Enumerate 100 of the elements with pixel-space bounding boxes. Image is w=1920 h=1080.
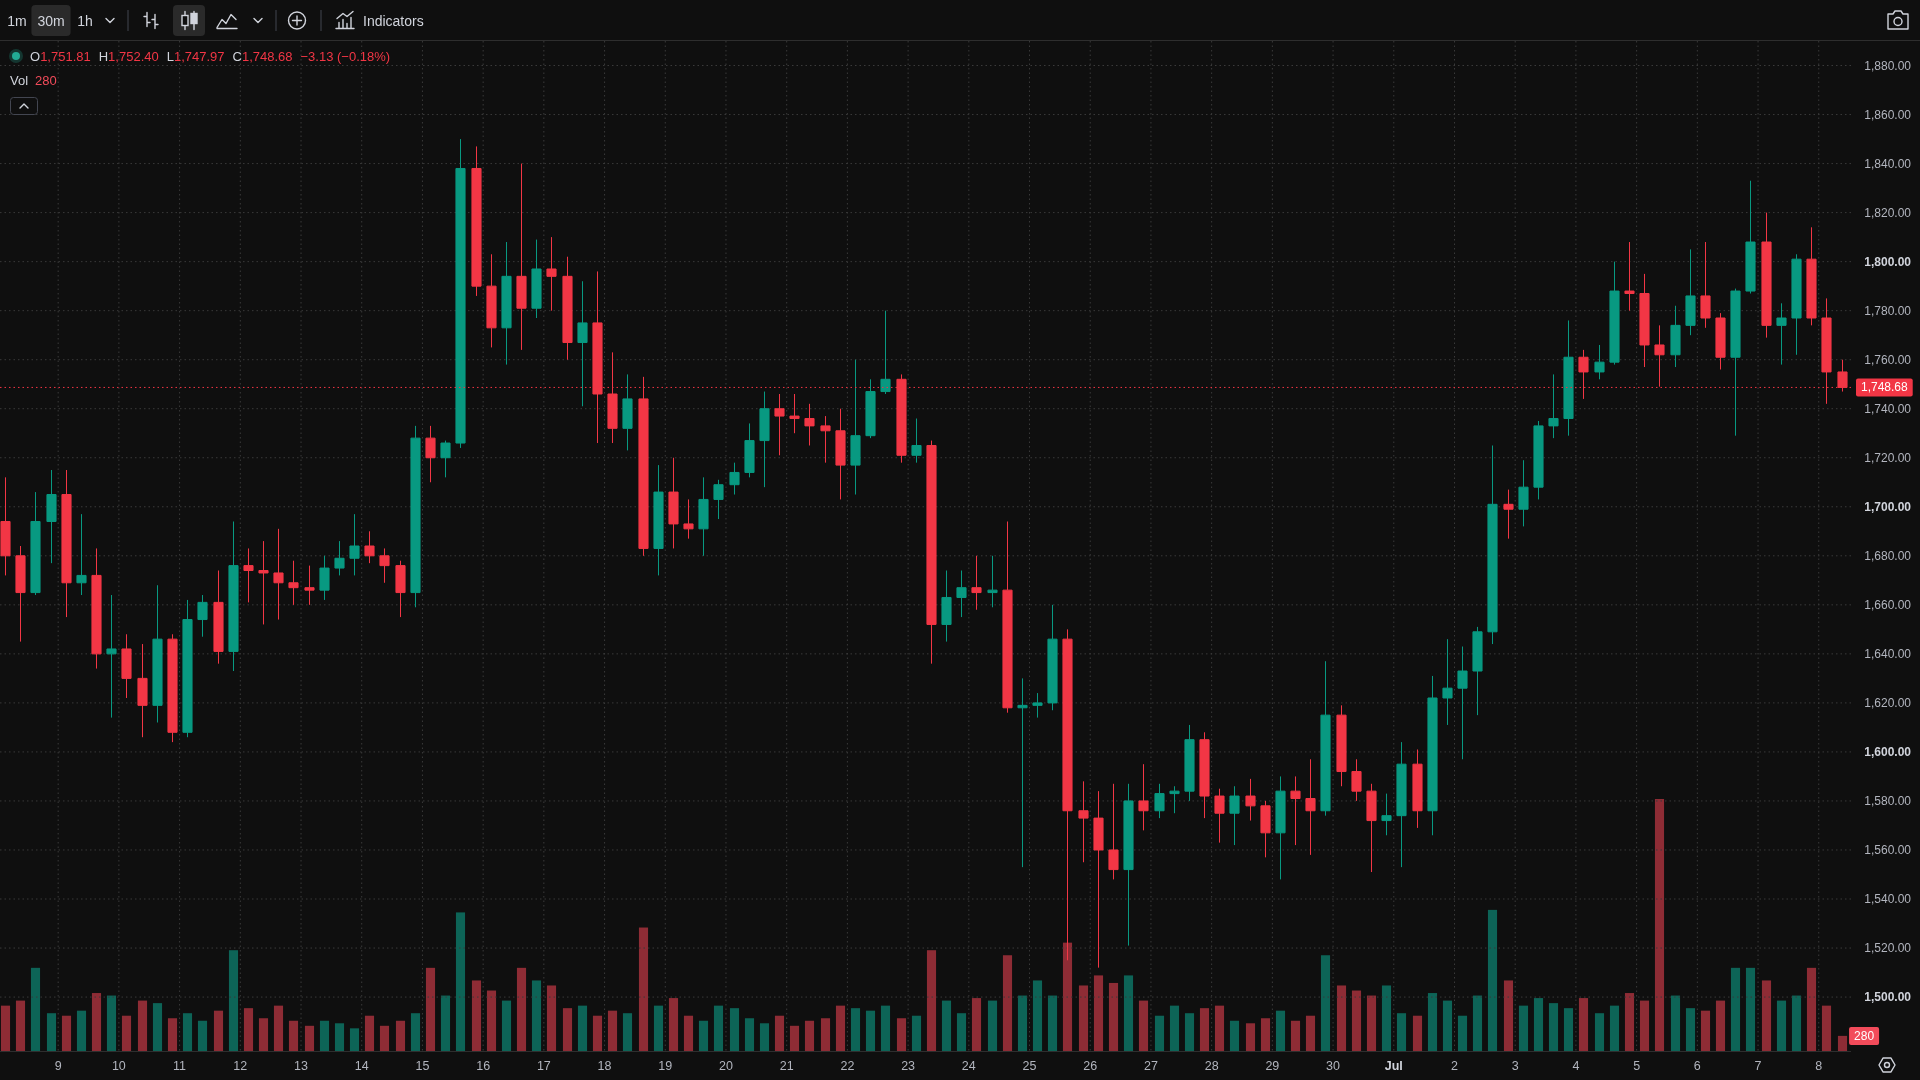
candlestick — [1351, 758, 1362, 802]
candlestick — [319, 555, 330, 601]
x-tick-label: 14 — [354, 1059, 369, 1073]
bar — [1518, 1005, 1529, 1051]
x-tick-label: 8 — [1815, 1059, 1823, 1073]
annotation: 280 — [35, 72, 57, 88]
bar — [1442, 1000, 1453, 1051]
bar — [820, 1018, 831, 1051]
bar — [1336, 985, 1347, 1051]
y-tick-label: 1,720.00 — [1864, 450, 1912, 465]
bar — [1594, 1013, 1605, 1051]
y-tick-label: 1,540.00 — [1864, 892, 1912, 907]
bar — [865, 1010, 876, 1051]
bar — [1457, 1015, 1468, 1051]
x-tick-label: 10 — [111, 1059, 126, 1073]
candlestick — [1214, 788, 1225, 844]
candlestick — [744, 422, 755, 478]
bar — [137, 1000, 148, 1051]
bar — [410, 1013, 421, 1051]
candlestick — [61, 469, 72, 618]
bar — [152, 1003, 163, 1051]
candlestick — [152, 584, 163, 723]
bar — [1685, 1008, 1696, 1051]
y-tick-label: 1,640.00 — [1864, 646, 1912, 661]
candlestick — [1366, 783, 1377, 873]
bar — [46, 1013, 57, 1051]
bar — [1290, 1020, 1301, 1051]
candlestick — [926, 440, 937, 665]
candlestick — [774, 393, 785, 456]
bar — [1214, 1005, 1225, 1051]
candlestick — [1503, 489, 1514, 540]
bar — [471, 980, 482, 1051]
candlestick — [865, 378, 876, 439]
candlestick — [987, 555, 998, 608]
candlestick — [820, 415, 831, 464]
bar — [1154, 1015, 1165, 1051]
bar — [1472, 995, 1483, 1051]
y-tick-label: 1,780.00 — [1864, 303, 1912, 318]
candlestick — [167, 633, 178, 743]
x-tick-label: 27 — [1143, 1059, 1158, 1073]
bar — [182, 1013, 193, 1051]
x-tick-label: 6 — [1693, 1059, 1701, 1073]
candlestick — [698, 476, 709, 557]
bar — [1032, 980, 1043, 1051]
y-tick-label: 1,760.00 — [1864, 352, 1912, 367]
candlestick — [804, 403, 815, 446]
bar — [607, 1010, 618, 1051]
bar — [1093, 975, 1104, 1051]
bar — [1503, 980, 1514, 1051]
bar — [213, 1010, 224, 1051]
candlestick — [1472, 626, 1483, 716]
bar — [1396, 1013, 1407, 1051]
bar — [1169, 1005, 1180, 1051]
candlestick — [971, 555, 982, 611]
candlestick — [880, 310, 891, 395]
bar — [1002, 955, 1013, 1051]
candlestick — [1639, 273, 1650, 368]
y-tick-label: 1,680.00 — [1864, 548, 1912, 563]
x-tick-label: 3 — [1511, 1059, 1519, 1073]
candlestick — [577, 280, 588, 407]
candlestick — [1032, 692, 1043, 719]
candlestick — [956, 570, 967, 618]
candlestick — [1169, 785, 1180, 814]
bar — [1138, 1000, 1149, 1051]
bar — [1609, 1005, 1620, 1051]
candlestick — [1260, 800, 1271, 858]
candlestick — [15, 545, 26, 643]
x-tick-label: 4 — [1572, 1059, 1580, 1073]
bar — [1108, 982, 1119, 1051]
candlestick — [1320, 660, 1331, 817]
text: 280 — [1854, 1028, 1875, 1043]
candlestick — [1199, 731, 1210, 819]
annotation: H1,752.40 — [98, 48, 159, 64]
candlestick — [0, 476, 11, 576]
bar — [1776, 1000, 1787, 1051]
candlestick — [501, 241, 512, 366]
text: 1m — [7, 12, 27, 29]
candlestick — [197, 594, 208, 638]
candlestick — [1533, 420, 1544, 500]
bar — [379, 1025, 390, 1051]
candlestick — [228, 520, 239, 672]
x-tick-label: Jul — [1384, 1059, 1403, 1073]
candlestick — [1609, 261, 1620, 366]
candlestick — [1442, 638, 1453, 726]
candlestick — [258, 540, 269, 625]
candlestick — [683, 498, 694, 540]
bar — [668, 998, 679, 1051]
candlestick — [1685, 248, 1696, 336]
bar — [15, 1000, 26, 1051]
candlestick — [379, 547, 390, 584]
bar — [1533, 998, 1544, 1051]
candlestick — [243, 547, 254, 603]
candlestick — [30, 491, 41, 596]
bar — [622, 1013, 633, 1051]
x-tick-label: 7 — [1754, 1059, 1762, 1073]
candlestick — [1381, 793, 1392, 836]
candlestick — [395, 560, 406, 618]
candlestick — [273, 528, 284, 621]
bar — [61, 1015, 72, 1051]
bar — [1548, 1003, 1559, 1051]
